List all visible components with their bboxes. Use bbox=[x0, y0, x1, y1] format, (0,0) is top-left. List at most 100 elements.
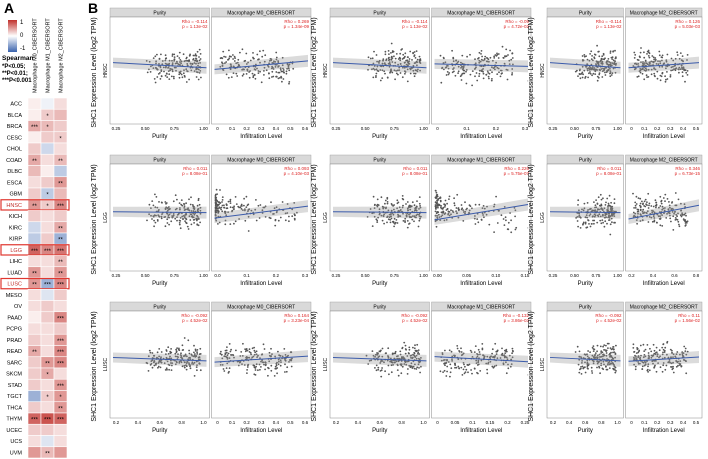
data-point bbox=[386, 215, 389, 218]
data-point bbox=[394, 350, 397, 353]
data-point bbox=[185, 368, 188, 371]
data-point bbox=[492, 59, 494, 62]
data-point bbox=[150, 65, 152, 68]
data-point bbox=[378, 212, 381, 215]
data-point bbox=[194, 54, 196, 57]
data-point bbox=[650, 73, 653, 76]
data-point bbox=[666, 353, 668, 356]
row-label: KIRC bbox=[9, 225, 22, 231]
data-point bbox=[156, 206, 159, 209]
row-label: UCS bbox=[10, 439, 22, 445]
data-point bbox=[515, 226, 518, 229]
x-axis-label: Purity bbox=[152, 134, 167, 140]
data-point bbox=[153, 354, 156, 357]
data-point bbox=[159, 366, 162, 369]
row-label: UCEC bbox=[6, 428, 22, 434]
data-point bbox=[179, 72, 182, 75]
data-point bbox=[471, 207, 473, 210]
data-point bbox=[255, 363, 258, 366]
data-point bbox=[418, 367, 420, 369]
data-point bbox=[176, 219, 178, 222]
row-label: THCA bbox=[7, 405, 22, 411]
data-point bbox=[604, 71, 606, 74]
data-point bbox=[270, 364, 273, 367]
data-point bbox=[668, 212, 671, 215]
data-point bbox=[395, 72, 398, 75]
data-point bbox=[647, 352, 650, 354]
data-point bbox=[170, 357, 173, 360]
data-point bbox=[611, 221, 613, 224]
data-point bbox=[496, 66, 499, 69]
data-point bbox=[288, 69, 291, 72]
data-point bbox=[678, 223, 680, 226]
data-point bbox=[672, 371, 675, 374]
data-point bbox=[406, 373, 409, 375]
data-point bbox=[583, 353, 586, 356]
data-point bbox=[417, 68, 419, 71]
p-label: p = 4.52e-02 bbox=[402, 318, 428, 323]
data-point bbox=[592, 350, 595, 352]
data-point bbox=[640, 214, 642, 217]
data-point bbox=[193, 70, 196, 72]
data-point bbox=[417, 352, 419, 355]
row-label: SARC bbox=[7, 360, 22, 366]
data-point bbox=[655, 370, 658, 373]
data-point bbox=[451, 49, 453, 52]
data-point bbox=[226, 354, 229, 356]
data-point bbox=[167, 63, 170, 66]
data-point bbox=[253, 346, 256, 349]
data-point bbox=[495, 353, 498, 355]
data-point bbox=[164, 201, 167, 203]
data-point bbox=[264, 364, 267, 367]
data-point bbox=[460, 67, 462, 69]
data-point bbox=[659, 217, 662, 220]
data-point bbox=[381, 367, 383, 369]
data-point bbox=[419, 205, 421, 207]
data-point bbox=[161, 213, 163, 216]
p-label: p = 6.73e-15 bbox=[675, 171, 701, 176]
data-point bbox=[655, 221, 658, 224]
data-point bbox=[598, 50, 600, 53]
data-point bbox=[668, 360, 671, 362]
data-point bbox=[388, 61, 391, 63]
data-point bbox=[184, 220, 187, 223]
data-point bbox=[166, 76, 169, 78]
data-point bbox=[683, 68, 686, 71]
data-point bbox=[491, 348, 494, 351]
data-point bbox=[168, 73, 171, 76]
data-point bbox=[399, 350, 402, 353]
data-point bbox=[506, 228, 509, 231]
data-point bbox=[381, 355, 384, 358]
x-tick-label: 0.3 bbox=[258, 126, 265, 131]
data-point bbox=[264, 361, 267, 364]
data-point bbox=[598, 353, 601, 356]
data-point bbox=[179, 61, 181, 63]
data-point bbox=[176, 60, 178, 63]
data-point bbox=[160, 351, 163, 353]
data-point bbox=[452, 56, 455, 59]
data-point bbox=[444, 199, 447, 202]
data-point bbox=[168, 357, 171, 360]
data-point bbox=[167, 346, 170, 349]
data-point bbox=[642, 343, 645, 346]
data-point bbox=[175, 348, 178, 351]
data-point bbox=[448, 211, 451, 213]
data-point bbox=[496, 52, 498, 55]
data-point bbox=[193, 218, 196, 221]
data-point bbox=[659, 224, 662, 227]
data-point bbox=[471, 372, 473, 375]
data-point bbox=[674, 356, 677, 358]
data-point bbox=[404, 360, 406, 363]
data-point bbox=[442, 359, 445, 361]
data-point bbox=[235, 203, 238, 206]
data-point bbox=[463, 363, 465, 366]
data-point bbox=[276, 372, 278, 375]
data-point bbox=[598, 360, 600, 363]
data-point bbox=[609, 352, 611, 355]
data-point bbox=[388, 373, 390, 376]
data-point bbox=[607, 202, 610, 205]
data-point bbox=[166, 368, 168, 371]
data-point bbox=[182, 53, 185, 56]
data-point bbox=[680, 202, 682, 205]
data-point bbox=[192, 54, 195, 57]
